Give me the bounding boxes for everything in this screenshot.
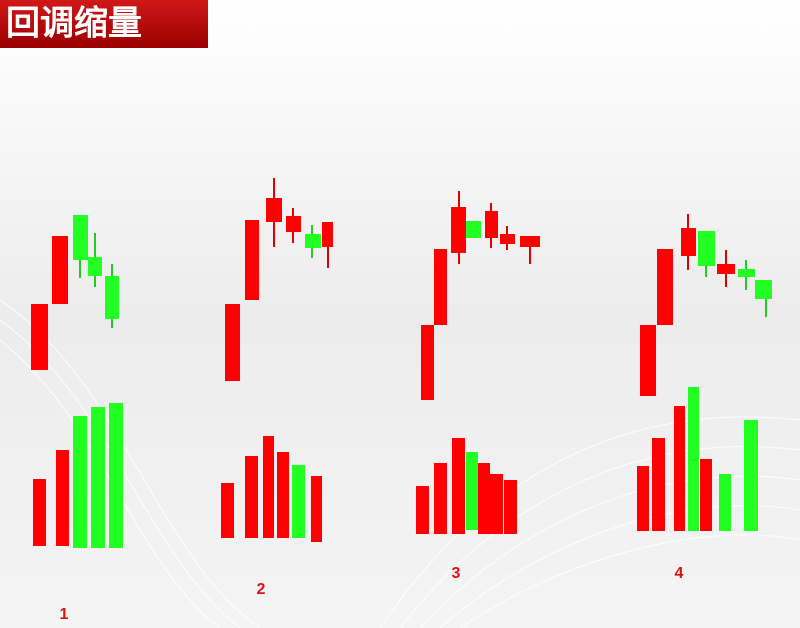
volume-bar — [674, 406, 685, 531]
volume-bar — [416, 486, 429, 534]
candle — [266, 198, 282, 222]
volume-bar — [637, 466, 649, 531]
candle — [52, 236, 68, 304]
candle — [88, 257, 102, 276]
candle — [286, 216, 301, 232]
candle — [657, 249, 673, 325]
candle — [322, 222, 333, 247]
candle — [73, 215, 88, 260]
panel-label: 4 — [675, 565, 684, 582]
candle — [245, 220, 259, 300]
panel-3: 3 — [416, 191, 540, 582]
candle — [500, 234, 515, 244]
panel-label: 2 — [257, 581, 266, 598]
volume-bar — [292, 465, 305, 538]
candle — [466, 221, 481, 238]
candle — [305, 234, 321, 248]
candle — [485, 211, 498, 238]
volume-bar — [478, 463, 490, 534]
volume-bar — [744, 420, 758, 531]
title: 回调缩量 — [6, 4, 142, 44]
candle — [421, 325, 434, 400]
volume-bar — [91, 407, 105, 548]
volume-bar — [56, 450, 69, 546]
title-bar — [0, 0, 208, 48]
panel-2: 2 — [221, 178, 333, 598]
volume-bar — [221, 483, 234, 538]
candle — [225, 304, 240, 381]
candle — [717, 264, 735, 274]
volume-bar — [263, 436, 274, 538]
candle — [434, 249, 447, 325]
panel-label: 3 — [452, 565, 461, 582]
volume-bar — [245, 456, 258, 538]
panel-4: 4 — [637, 214, 772, 582]
panel-label: 1 — [60, 606, 69, 623]
volume-bar — [33, 479, 46, 546]
candle — [698, 231, 715, 266]
volume-bar — [73, 416, 87, 548]
candle — [640, 325, 656, 396]
volume-bar — [466, 452, 478, 530]
panel-1: 1 — [31, 215, 123, 623]
volume-bar — [277, 452, 289, 538]
volume-bar — [452, 438, 465, 534]
volume-bar — [490, 474, 503, 534]
volume-bar — [700, 459, 712, 531]
volume-bar — [652, 438, 665, 531]
candle — [755, 280, 772, 299]
candle — [451, 207, 466, 253]
candle — [31, 304, 48, 370]
candle — [520, 236, 540, 247]
candle — [105, 276, 119, 319]
volume-bar — [311, 476, 322, 542]
volume-bar — [688, 387, 699, 531]
volume-bar — [434, 463, 447, 534]
candle — [681, 228, 696, 256]
volume-bar — [504, 480, 517, 534]
volume-bar — [109, 403, 123, 548]
volume-bar — [719, 474, 731, 531]
candle — [738, 269, 755, 277]
